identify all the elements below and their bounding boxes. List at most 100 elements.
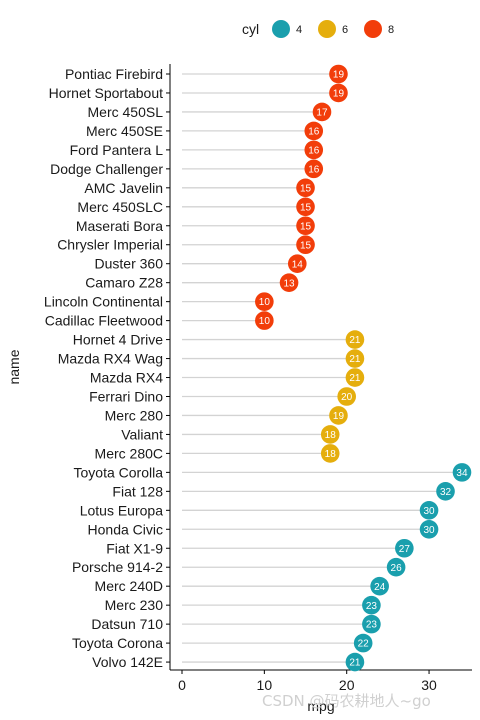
data-label: 21 (349, 658, 361, 669)
legend-title: cyl (242, 21, 259, 37)
y-tick-label: Merc 450SLC (77, 199, 163, 215)
data-label: 23 (366, 601, 378, 612)
y-tick-label: Valiant (121, 426, 163, 442)
data-label: 23 (366, 620, 378, 631)
data-point (452, 463, 472, 482)
y-tick-label: Camaro Z28 (85, 275, 163, 291)
y-tick-label: Merc 280 (105, 407, 164, 423)
data-point (419, 501, 439, 520)
data-point (419, 519, 439, 539)
y-tick-label: Toyota Corona (72, 635, 163, 651)
legend-label: 6 (342, 24, 348, 36)
y-tick-label: Volvo 142E (92, 654, 163, 670)
data-label: 26 (391, 563, 403, 574)
legend-label: 8 (388, 24, 394, 36)
data-point (304, 140, 324, 160)
x-ticks: 0 10 20 30 (178, 670, 437, 693)
data-point (287, 254, 307, 273)
dots: 19 19 17 16 16 16 15 15 15 15 14 13 10 10 21 21 21 20 19 18… (255, 64, 472, 672)
data-point (329, 406, 348, 425)
data-point (255, 292, 274, 311)
data-point (345, 349, 365, 368)
y-tick-label: Maserati Bora (76, 218, 163, 234)
y-tick-label: Ford Pantera L (70, 142, 164, 158)
y-tick-label: Lotus Europa (80, 502, 163, 518)
data-point (353, 633, 373, 653)
data-label: 16 (308, 164, 320, 175)
data-label: 15 (300, 202, 312, 213)
lollipop-segments (182, 73, 462, 663)
y-tick-label: Lincoln Continental (44, 294, 163, 310)
x-tick-label: 10 (257, 677, 273, 693)
data-point (329, 64, 348, 84)
data-label: 18 (325, 449, 337, 460)
y-tick-label: Hornet 4 Drive (73, 332, 163, 348)
data-label: 14 (292, 259, 304, 270)
data-point (296, 216, 315, 236)
y-tick-label: Merc 240D (95, 578, 163, 594)
data-label: 19 (333, 89, 345, 100)
y-tick-label: Merc 230 (105, 597, 164, 613)
data-label: 15 (300, 240, 312, 251)
data-point (345, 368, 365, 387)
y-tick-label: Mazda RX4 Wag (58, 351, 163, 367)
x-tick-label: 0 (178, 677, 186, 693)
data-label: 30 (423, 506, 435, 517)
data-label: 16 (308, 145, 320, 156)
y-axis-title: name (6, 349, 22, 384)
data-label: 18 (325, 430, 337, 441)
y-tick-label: Datsun 710 (91, 616, 163, 632)
data-point (304, 121, 324, 141)
y-tick-label: Pontiac Firebird (65, 66, 163, 82)
y-tick-label: Porsche 914-2 (72, 559, 163, 575)
watermark: CSDN @码农耕地人~go (262, 692, 431, 710)
data-point (296, 235, 315, 255)
data-label: 17 (316, 108, 328, 119)
data-point (345, 652, 365, 672)
data-point (362, 595, 381, 615)
y-tick-label: Toyota Corolla (74, 464, 164, 480)
data-label: 15 (300, 221, 312, 232)
y-tick-label: Chrysler Imperial (57, 237, 163, 253)
data-point (304, 159, 324, 179)
data-point (296, 178, 315, 198)
data-point (362, 614, 381, 634)
data-point (320, 425, 340, 444)
data-point (329, 83, 348, 103)
data-point (320, 444, 340, 463)
legend-swatch (364, 20, 382, 38)
data-label: 16 (308, 127, 320, 138)
x-tick-label: 20 (339, 677, 355, 693)
y-tick-label: Fiat 128 (112, 483, 163, 499)
y-tick-label: Hornet Sportabout (49, 85, 164, 101)
y-tick-label: Mazda RX4 (90, 370, 163, 386)
y-tick-label: Fiat X1-9 (106, 540, 163, 556)
data-point (345, 330, 365, 349)
data-label: 32 (440, 487, 452, 498)
data-label: 13 (283, 278, 295, 289)
y-tick-label: Duster 360 (95, 256, 164, 272)
data-point (337, 387, 357, 406)
data-label: 19 (333, 70, 345, 81)
x-tick-label: 30 (421, 677, 437, 693)
data-label: 15 (300, 183, 312, 194)
data-label: 19 (333, 411, 345, 422)
data-point (386, 557, 406, 577)
x-axis-title: mpg (307, 698, 334, 714)
data-point (296, 197, 315, 217)
y-tick-label: AMC Javelin (84, 180, 163, 196)
y-tick-label: Merc 280C (95, 445, 163, 461)
data-label: 27 (399, 544, 411, 555)
data-label: 20 (341, 392, 353, 403)
data-label: 24 (374, 582, 386, 593)
y-tick-label: Cadillac Fleetwood (45, 313, 163, 329)
data-label: 34 (456, 468, 468, 479)
legend-swatch (318, 20, 336, 38)
y-tick-label: Merc 450SE (86, 123, 163, 139)
y-tick-label: Dodge Challenger (50, 161, 163, 177)
legend-swatch (272, 20, 290, 38)
data-point (312, 102, 332, 122)
data-point (370, 576, 389, 596)
data-point (436, 482, 455, 501)
